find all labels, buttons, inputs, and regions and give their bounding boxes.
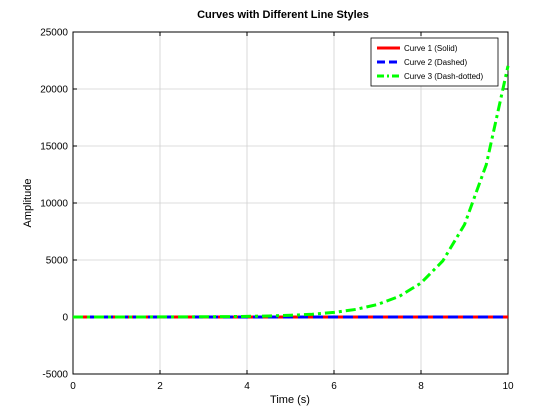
x-tick-label: 2: [157, 381, 163, 392]
series-lines: [72, 65, 510, 319]
legend-items: Curve 1 (Solid) Curve 2 (Dashed) Curve 3 (…: [377, 44, 483, 81]
y-tick-label: 25000: [40, 28, 68, 39]
y-tick-label: 20000: [40, 85, 68, 96]
x-tick-label: 4: [244, 381, 250, 392]
chart-title: Curves with Different Line Styles: [197, 9, 369, 21]
y-tick-label: 0: [62, 313, 68, 324]
x-tick-label: 10: [502, 381, 514, 392]
x-axis-label: Time (s): [270, 394, 310, 406]
legend-label-3: Curve 3 (Dash-dotted): [404, 72, 483, 81]
legend-label-2: Curve 2 (Dashed): [404, 58, 467, 67]
legend: Curve 1 (Solid) Curve 2 (Dashed) Curve 3 (…: [370, 37, 499, 87]
y-tick-label: 10000: [40, 199, 68, 210]
y-axis-label: Amplitude: [22, 179, 34, 228]
y-tick-label: 5000: [46, 256, 69, 267]
series-line-3: [72, 65, 510, 319]
y-tick-label: 15000: [40, 142, 68, 153]
x-tick-label: 8: [418, 381, 424, 392]
y-tick-label: -5000: [42, 370, 68, 381]
x-tick-label: 6: [331, 381, 337, 392]
legend-label-1: Curve 1 (Solid): [404, 44, 458, 53]
x-tick-label: 0: [70, 381, 76, 392]
